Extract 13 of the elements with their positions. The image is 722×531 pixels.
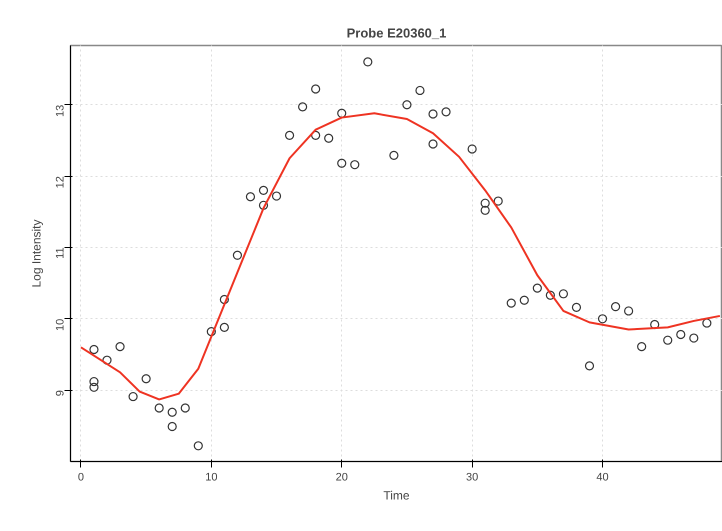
y-tick-label: 12 xyxy=(54,176,66,188)
y-tick-label: 11 xyxy=(54,247,66,259)
x-tick-label: 30 xyxy=(466,472,478,484)
x-axis-title: Time xyxy=(383,488,410,502)
x-tick-label: 20 xyxy=(336,472,348,484)
x-tick-label: 0 xyxy=(78,472,84,484)
y-tick-label: 9 xyxy=(54,390,66,396)
chart-title: Probe E20360_1 xyxy=(346,26,446,40)
y-tick-label: 10 xyxy=(54,318,66,332)
x-tick-label: 10 xyxy=(205,472,218,484)
y-tick-label: 13 xyxy=(54,104,66,117)
x-tick-label: 40 xyxy=(596,472,609,484)
y-axis-title: Log Intensity xyxy=(30,219,44,288)
